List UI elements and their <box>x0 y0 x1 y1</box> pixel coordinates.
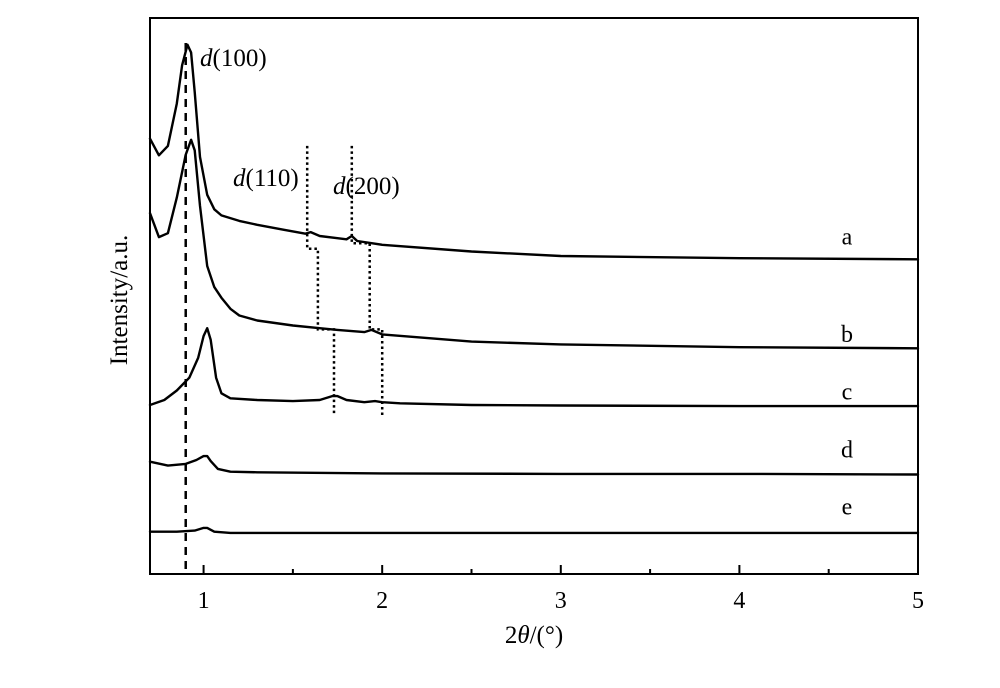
curve-labels: a b c d e <box>841 225 853 521</box>
x-tick-label-4: 4 <box>733 588 745 614</box>
peak-label-d110: d(110) <box>233 165 299 192</box>
y-axis-label: Intensity/a.u. <box>106 235 133 366</box>
plot-frame <box>149 17 919 575</box>
x-axis-label: 2θ/(°) <box>505 622 563 649</box>
x-ticks <box>202 565 919 574</box>
series-c-line <box>148 327 920 408</box>
x-tick-label-3: 3 <box>555 588 567 614</box>
curve-label-b: b <box>841 322 853 348</box>
guide-d110 <box>305 145 336 416</box>
x-tick-label-5: 5 <box>912 588 924 614</box>
series-e-line <box>148 526 920 535</box>
curve-label-d: d <box>841 437 853 463</box>
x-tick-label-1: 1 <box>198 588 210 614</box>
peak-guides <box>184 43 384 574</box>
series-curves <box>148 43 920 535</box>
peak-label-d100: d(100) <box>200 45 267 72</box>
curve-label-c: c <box>842 380 853 406</box>
series-b-line <box>148 138 920 350</box>
peak-label-d200: d(200) <box>333 173 400 200</box>
curve-label-a: a <box>842 225 853 251</box>
x-tick-labels: 1 2 3 4 5 <box>198 588 924 614</box>
x-tick-label-2: 2 <box>376 588 388 614</box>
series-a-line <box>148 43 920 261</box>
series-d-line <box>148 454 920 476</box>
curve-label-e: e <box>842 495 853 521</box>
